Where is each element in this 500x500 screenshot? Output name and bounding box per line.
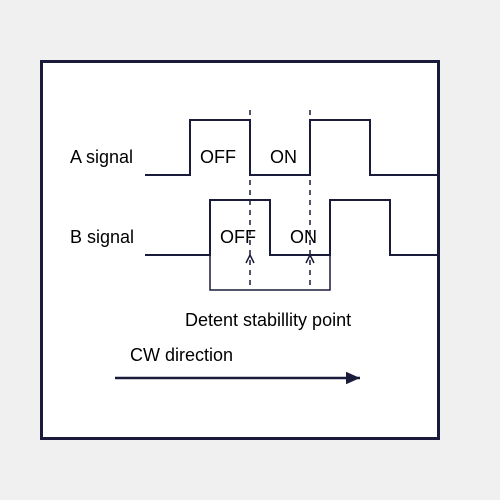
b-signal-off-label: OFF — [220, 227, 256, 248]
cw-direction-caption: CW direction — [130, 345, 233, 366]
b-signal-label: B signal — [70, 227, 134, 248]
page-root: { "canvas": { "width": 500, "height": 50… — [0, 0, 500, 500]
a-signal-label: A signal — [70, 147, 133, 168]
b-signal-on-label: ON — [290, 227, 317, 248]
a-signal-off-label: OFF — [200, 147, 236, 168]
detent-caption: Detent stabillity point — [185, 310, 351, 331]
diagram-svg — [0, 0, 500, 500]
a-signal-on-label: ON — [270, 147, 297, 168]
